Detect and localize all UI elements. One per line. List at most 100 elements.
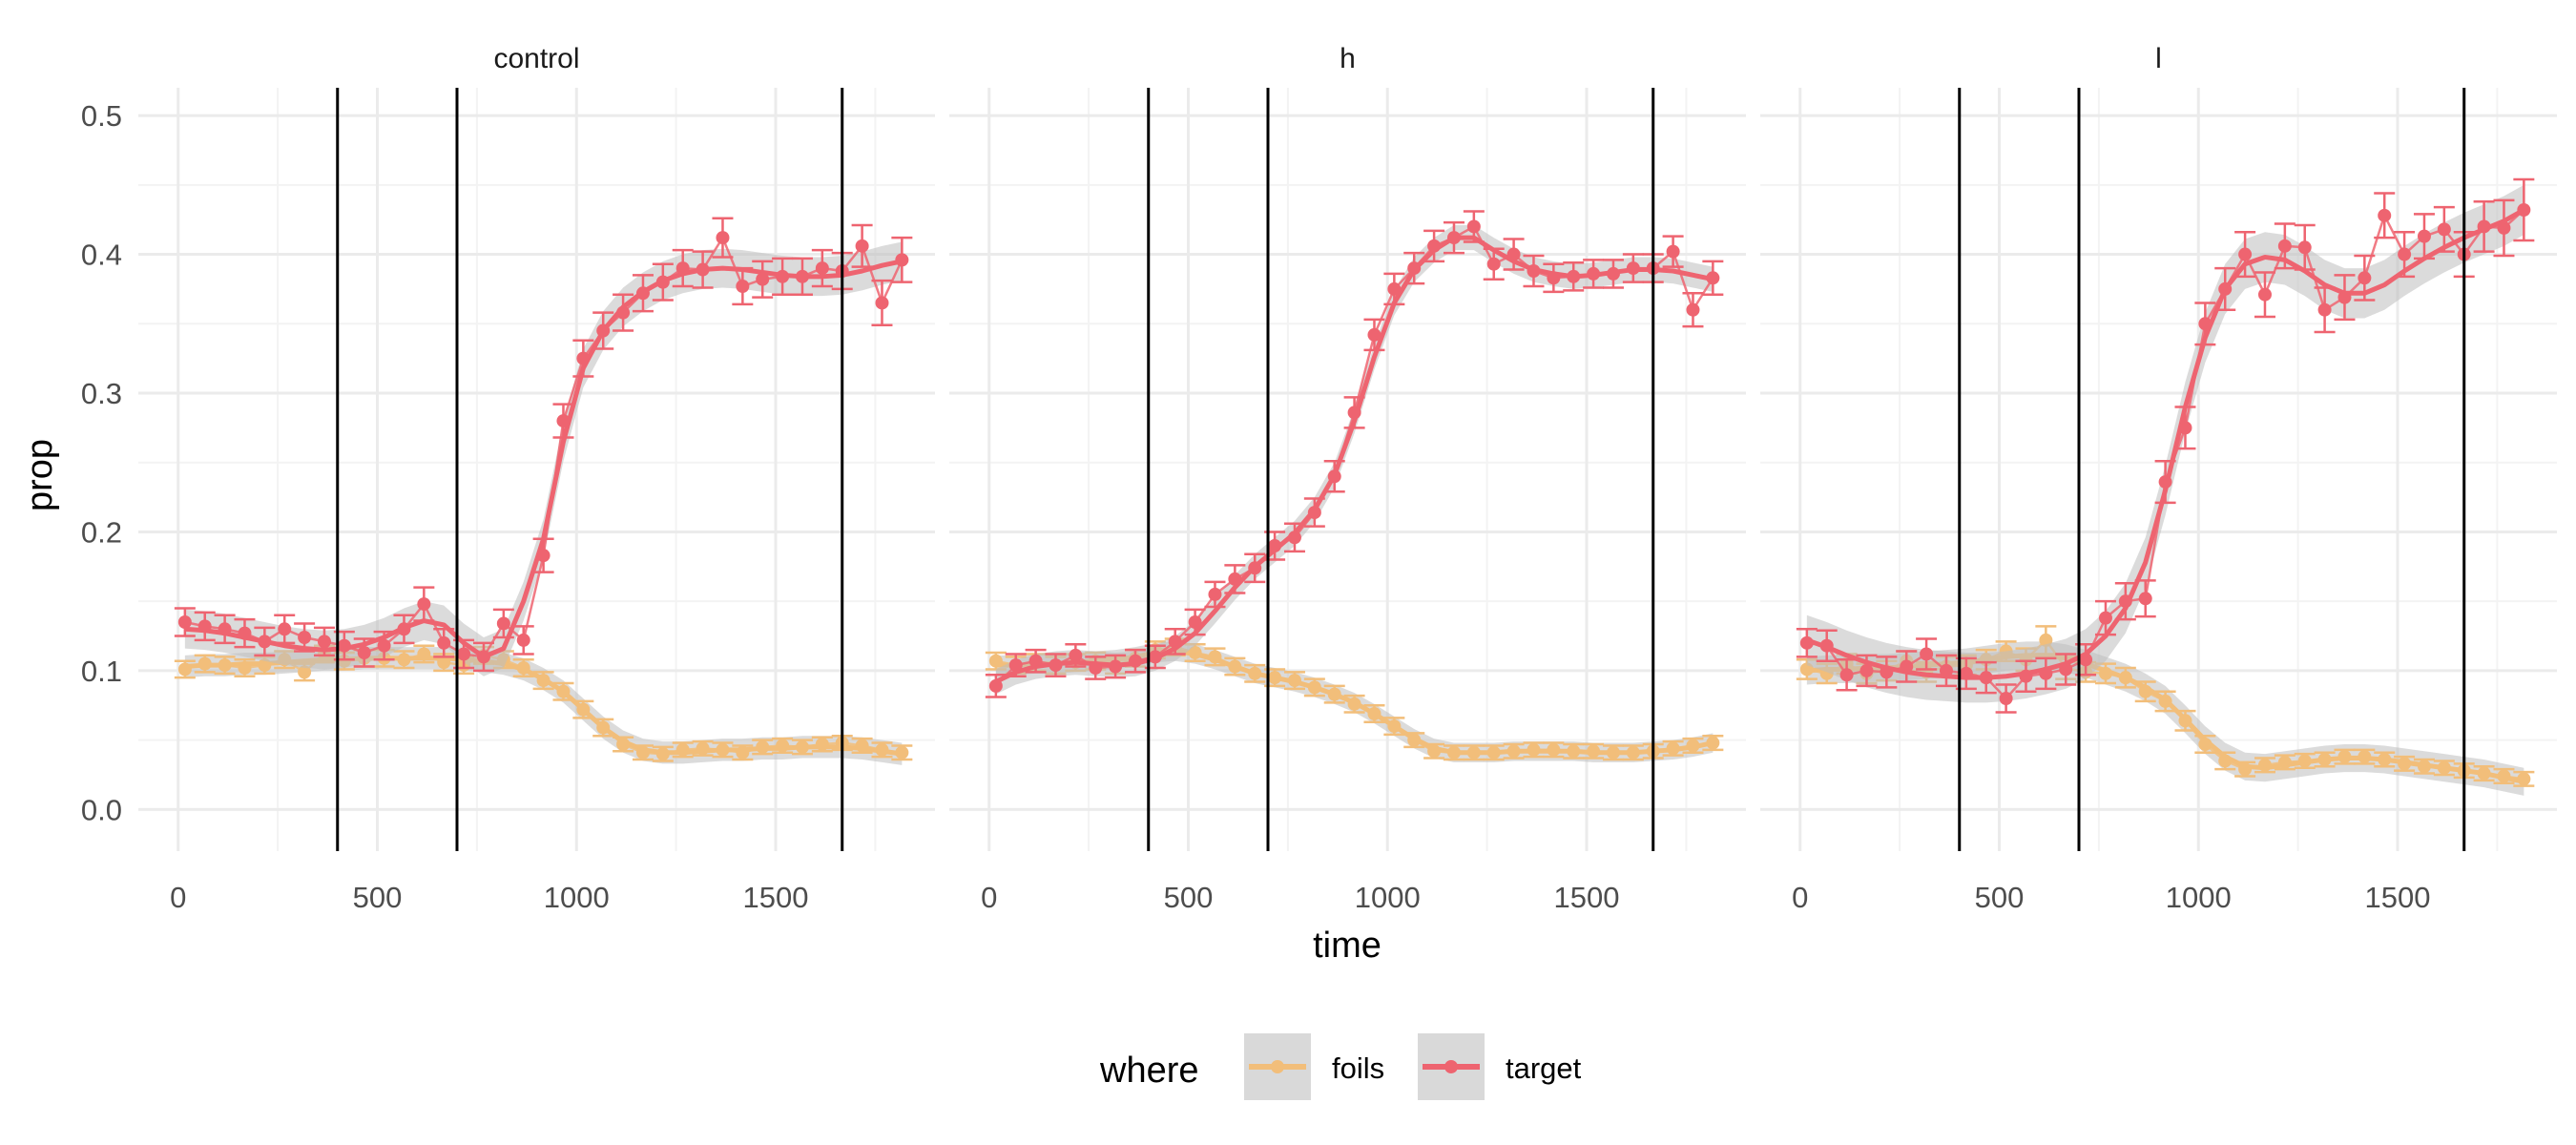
data-point-foils	[1287, 674, 1301, 688]
data-point-foils	[895, 745, 909, 760]
y-tick-label: 0.3	[81, 377, 122, 410]
x-tick-label: 0	[1792, 881, 1808, 914]
data-point-target	[2297, 240, 2312, 255]
data-point-foils	[1307, 680, 1321, 695]
data-point-foils	[1446, 745, 1461, 760]
data-point-foils	[716, 742, 730, 757]
data-point-target	[417, 597, 431, 612]
confidence-ribbon-target	[184, 241, 903, 677]
data-point-target	[1008, 658, 1023, 673]
data-point-foils	[397, 653, 411, 667]
data-point-foils	[2477, 766, 2491, 781]
data-point-target	[556, 414, 571, 428]
data-point-target	[1819, 638, 1834, 653]
data-point-foils	[1248, 666, 1262, 680]
data-point-target	[2019, 669, 2033, 683]
data-point-foils	[1327, 687, 1341, 701]
data-point-foils	[516, 661, 530, 675]
x-tick-label: 1000	[1355, 881, 1421, 914]
data-point-foils	[576, 702, 591, 717]
data-point-foils	[1188, 646, 1202, 659]
data-point-foils	[298, 665, 312, 679]
data-point-target	[2198, 317, 2212, 331]
legend-title: where	[1099, 1051, 1199, 1091]
data-point-target	[397, 622, 411, 636]
data-point-target	[177, 615, 192, 629]
facet-panel-h: h 0 500 1000 1500	[949, 43, 1746, 914]
data-point-target	[1168, 635, 1182, 649]
data-point-target	[2138, 592, 2152, 606]
data-point-foils	[2358, 750, 2372, 764]
data-point-target	[988, 678, 1003, 693]
data-point-target	[1527, 264, 1541, 278]
data-point-target	[1287, 531, 1301, 545]
data-line-target	[994, 224, 1714, 687]
data-point-foils	[1268, 671, 1282, 685]
data-point-foils	[1228, 659, 1242, 674]
data-point-target	[1486, 257, 1501, 271]
smooth-line-target	[994, 235, 1714, 684]
series-target	[985, 210, 1724, 698]
data-point-target	[795, 269, 809, 283]
y-tick-label: 0.4	[81, 239, 122, 272]
data-point-target	[1686, 302, 1700, 317]
data-point-foils	[736, 745, 750, 760]
data-point-foils	[2238, 762, 2253, 777]
x-tick-label: 1000	[544, 881, 610, 914]
data-point-target	[1547, 271, 1561, 285]
data-point-target	[2437, 222, 2451, 237]
data-point-target	[815, 261, 829, 276]
data-point-foils	[2118, 671, 2132, 685]
data-point-foils	[1208, 650, 1222, 664]
data-point-foils	[1567, 744, 1581, 759]
data-point-foils	[2138, 684, 2152, 698]
data-point-foils	[1686, 739, 1700, 753]
facet-panel-control: control 0 500 1000 1500 0.0 0.1 0.2 0.3 0.4 0.5	[81, 43, 935, 914]
data-point-target	[1839, 668, 1854, 682]
data-point-target	[2378, 208, 2392, 222]
x-tick-label: 500	[1975, 881, 2025, 914]
data-point-target	[2218, 281, 2233, 296]
data-point-foils	[177, 662, 192, 677]
data-point-target	[1049, 658, 1063, 673]
data-point-target	[756, 272, 770, 286]
data-point-foils	[1506, 744, 1521, 759]
x-tick-label: 1500	[1554, 881, 1620, 914]
data-point-target	[1307, 506, 1321, 520]
data-point-target	[2257, 287, 2272, 302]
x-tick-label: 1500	[2365, 881, 2431, 914]
data-point-target	[476, 650, 490, 664]
data-point-target	[655, 275, 670, 289]
data-point-target	[1979, 671, 1993, 685]
x-tick-label: 1000	[2166, 881, 2232, 914]
data-point-target	[197, 619, 212, 634]
x-tick-label: 0	[170, 881, 186, 914]
data-point-foils	[2277, 755, 2292, 769]
data-point-foils	[2517, 772, 2531, 786]
data-point-foils	[2098, 666, 2112, 680]
data-point-target	[1427, 239, 1442, 253]
data-point-foils	[2417, 760, 2431, 774]
data-point-target	[1959, 666, 1973, 680]
data-point-foils	[1427, 744, 1442, 759]
facet-panel-l: l 0 500 1000 1500	[1760, 43, 2557, 914]
data-point-foils	[1486, 745, 1501, 760]
series-target	[1796, 177, 2535, 714]
data-point-target	[258, 635, 272, 649]
data-point-target	[1069, 648, 1083, 662]
data-point-foils	[1387, 719, 1402, 734]
legend-key-foils-point	[1271, 1060, 1284, 1073]
data-point-target	[457, 647, 471, 661]
data-point-target	[1626, 261, 1640, 276]
data-point-target	[516, 633, 530, 647]
y-tick-label: 0.5	[81, 99, 122, 133]
data-point-foils	[815, 738, 829, 751]
data-point-target	[875, 296, 889, 310]
data-point-target	[2118, 594, 2132, 609]
y-tick-label: 0.1	[81, 655, 122, 688]
x-tick-label: 500	[1164, 881, 1214, 914]
data-point-target	[1347, 406, 1361, 420]
data-point-foils	[2218, 754, 2233, 768]
data-point-target	[278, 622, 292, 636]
data-point-target	[1268, 539, 1282, 552]
